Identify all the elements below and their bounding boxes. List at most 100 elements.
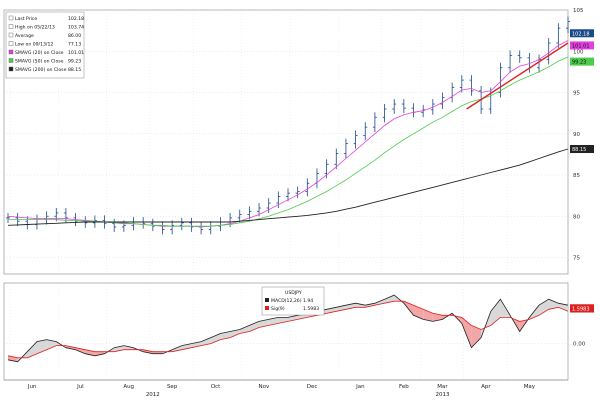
- price-label-box: [570, 29, 594, 38]
- macd-fill-segment: [220, 331, 231, 340]
- legend-swatch: [8, 49, 14, 55]
- macd-fill-segment: [326, 307, 337, 314]
- legend-value: 88.15: [68, 67, 81, 73]
- price-label-box: [570, 145, 594, 154]
- series-macd-line: [7, 294, 569, 363]
- macd-fill-segment: [259, 319, 269, 328]
- legend-swatch: [8, 41, 14, 46]
- price-label-text: 101.01: [572, 43, 590, 49]
- series-signal-line: [7, 300, 569, 359]
- price-y-tick-label: 105: [573, 8, 584, 14]
- macd-legend: USDJPY MACD(12,26) 1.94 Sig(9) 1.5983: [261, 286, 325, 316]
- price-legend-frame: [5, 11, 85, 79]
- x-tick-label: Feb: [399, 384, 409, 390]
- series-sma200-line: [7, 148, 569, 226]
- macd-fill-segment: [384, 295, 395, 304]
- legend-value: 101.01: [68, 50, 84, 56]
- legend-swatch: [265, 298, 269, 302]
- macd-fill-segment: [461, 317, 472, 348]
- legend-label: SMAVG (200) on Close: [15, 67, 67, 73]
- legend-value: 103.74: [68, 25, 84, 31]
- macd-fill-segment: [268, 317, 279, 326]
- macd-fill-segment: [471, 325, 482, 348]
- macd-fill-segment: [210, 333, 221, 344]
- macd-y-tick-label: 0.00: [573, 342, 586, 348]
- legend-swatch: [8, 15, 14, 21]
- x-tick-label: Apr: [481, 384, 491, 390]
- macd-fill: [8, 295, 568, 362]
- legend-swatch: [8, 58, 14, 63]
- macd-fill-segment: [201, 337, 211, 346]
- macd-fill-segment: [365, 303, 375, 308]
- macd-fill-segment: [548, 299, 559, 310]
- legend-swatch: [8, 66, 14, 72]
- macd-fill-segment: [239, 325, 250, 334]
- macd-fill-segment: [94, 351, 105, 356]
- x-tick-label: Nov: [258, 384, 269, 390]
- macd-fill-segment: [143, 349, 153, 354]
- legend-value: 102.18: [68, 16, 84, 22]
- price-y-tick-label: 90: [573, 132, 580, 138]
- legend-value: 1.5983: [303, 306, 319, 312]
- legend-label: Average: [15, 33, 34, 39]
- price-y-tick-label: 75: [573, 256, 580, 262]
- price-y-tick-label: 100: [573, 49, 584, 55]
- price-y-tick-label: 80: [573, 214, 580, 220]
- trendline: [466, 42, 569, 110]
- x-tick-label: May: [524, 384, 536, 390]
- legend-swatch: [8, 32, 14, 38]
- price-label-text: 99.23: [572, 60, 586, 66]
- price-label-text: 102.18: [572, 31, 590, 37]
- legend-value: 1.94: [303, 298, 313, 304]
- x-year-label: 2012: [146, 392, 160, 398]
- macd-fill-segment: [558, 303, 568, 312]
- x-tick-label: Mar: [437, 384, 448, 390]
- macd-fill-segment: [355, 303, 366, 308]
- x-tick-label: Sep: [167, 384, 178, 390]
- macd-fill-segment: [432, 313, 443, 322]
- legend-label: SMAVG (50) on Close: [15, 59, 64, 65]
- legend-swatch: [265, 306, 269, 310]
- macd-legend-frame: [261, 286, 325, 316]
- legend-swatch: [8, 24, 14, 29]
- macd-fill-segment: [413, 305, 424, 320]
- price-panel: 75 80 85 90 95 100 105 102.18 101.01 99.23 88.15 La…: [3, 8, 594, 275]
- legend-value: 99.23: [68, 59, 81, 65]
- macd-label-box: [570, 304, 594, 313]
- x-year-label: 2013: [435, 392, 449, 398]
- macd-fill-segment: [46, 339, 57, 350]
- legend-value: 86.00: [68, 33, 81, 39]
- price-y-tick-label: 85: [573, 173, 580, 179]
- macd-fill-segment: [539, 299, 549, 316]
- macd-fill-segment: [27, 341, 37, 358]
- legend-label: Sig(9): [271, 306, 285, 312]
- macd-fill-segment: [152, 351, 163, 354]
- macd-fill-segment: [230, 329, 240, 338]
- x-tick-label: Aug: [123, 384, 134, 390]
- price-label-box: [570, 57, 594, 66]
- x-tick-label: Dec: [307, 384, 318, 390]
- price-y-tick-label: 95: [573, 91, 580, 97]
- legend-label: Low on 09/13/12: [15, 42, 53, 48]
- macd-fill-segment: [249, 321, 259, 332]
- x-axis: Jun Jul Aug Sep Oct Nov Dec Jan Feb Mar Apr May 2012…: [4, 379, 568, 398]
- x-tick-label: Jan: [355, 384, 365, 390]
- price-label-text: 88.15: [572, 147, 586, 153]
- macd-fill-segment: [278, 317, 288, 324]
- x-tick-label: Jul: [76, 384, 84, 390]
- macd-fill-segment: [37, 339, 47, 354]
- macd-fill-segment: [65, 345, 76, 350]
- price-panel-frame: [3, 9, 569, 275]
- legend-label: Last Price: [15, 16, 37, 22]
- legend-label: SMAVG (20) on Close: [15, 50, 64, 56]
- legend-value: 77.13: [68, 42, 81, 48]
- legend-label: MACD(12,26): [271, 298, 302, 304]
- x-tick-label: Oct: [211, 384, 221, 390]
- macd-fill-segment: [490, 299, 501, 326]
- price-label-box: [570, 41, 594, 50]
- price-legend: Last Price 102.18 High on 05/22/13 103.74 Av…: [5, 11, 85, 79]
- x-tick-label: Jun: [27, 384, 37, 390]
- macd-legend-title: USDJPY: [285, 290, 302, 296]
